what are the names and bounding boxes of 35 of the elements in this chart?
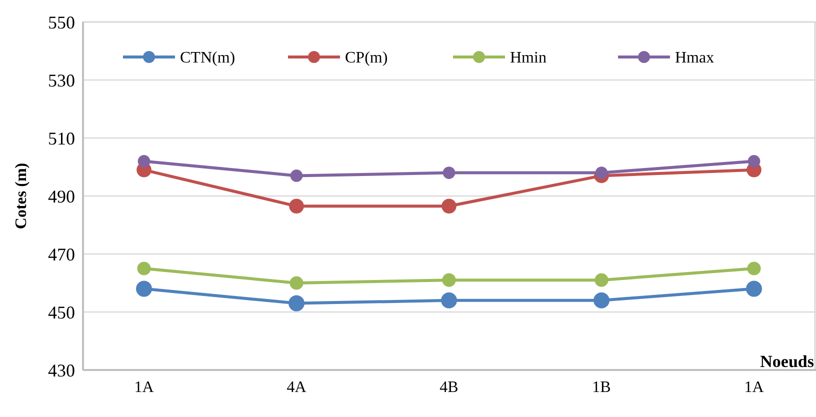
legend-label: CTN(m) [180,50,236,67]
point [442,198,456,214]
x-tick-label: 4B [440,379,458,396]
x-axis-title: Noeuds [760,352,814,371]
point [290,276,304,290]
y-tick-label: 550 [48,12,75,32]
point [594,273,608,287]
point [442,166,456,179]
point [594,292,610,308]
y-tick-label: 450 [48,302,75,322]
point [441,292,457,308]
y-tick-label: 470 [48,244,75,264]
point [442,273,456,287]
point [748,155,760,168]
y-axis-title: Cotes (m) [13,162,30,230]
legend-label: Hmax [675,50,714,67]
point [136,280,152,297]
point [747,262,761,276]
point [746,280,762,297]
y-tick-label: 510 [48,128,75,148]
point [138,155,150,168]
x-tick-label: 1A [744,379,764,396]
y-tick-label: 490 [48,186,75,206]
point [290,170,303,182]
point [289,198,304,214]
y-tick-label: 430 [48,360,75,380]
point [288,295,304,312]
x-tick-label: 1A [134,379,154,396]
point [137,262,151,276]
x-tick-label: 4A [286,379,307,396]
y-tick-label: 530 [48,70,75,90]
legend-label: Hmin [510,50,546,67]
point [595,166,608,179]
x-tick-label: 1B [592,379,611,396]
legend-label: CP(m) [345,50,388,67]
